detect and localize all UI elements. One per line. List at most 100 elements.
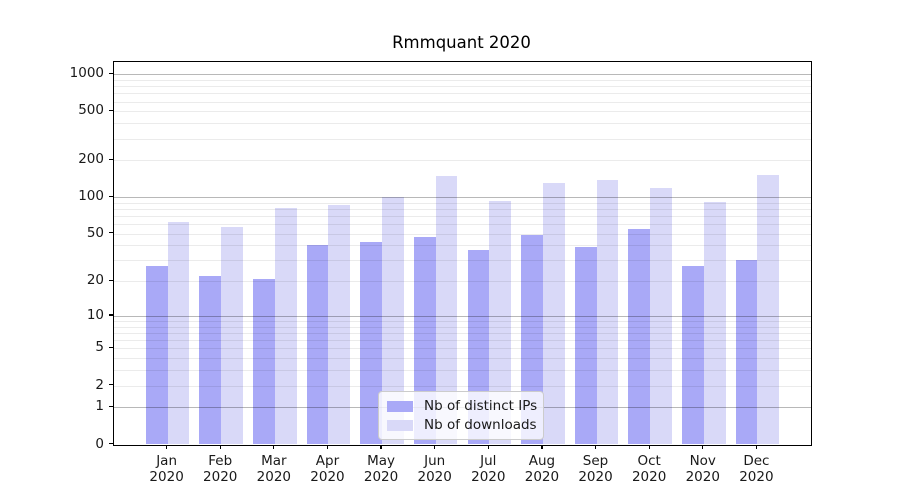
- y-tick-mark-2: [108, 383, 113, 386]
- gridline-minor-500: [114, 111, 811, 113]
- gridline-minor-400: [114, 123, 811, 125]
- x-tick-label-apr: Apr 2020: [310, 452, 345, 486]
- y-tick-mark-50: [108, 232, 113, 234]
- bar-downloads-aug: [542, 183, 565, 445]
- bar-downloads-dec: [757, 174, 780, 445]
- bar-downloads-feb: [221, 226, 244, 445]
- bar-downloads-oct: [650, 188, 672, 445]
- y-tick-label-10: 10: [86, 306, 104, 323]
- gridline-minor-4: [114, 358, 811, 360]
- x-tick-mark-jun: [434, 444, 436, 450]
- legend-label-distinct-ips: Nb of distinct IPs: [424, 398, 538, 414]
- gridline-major-100: [114, 197, 811, 199]
- y-tick-label-200: 200: [78, 151, 104, 168]
- x-tick-mark-aug: [541, 444, 543, 450]
- bar-downloads-jun: [435, 175, 458, 445]
- y-tick-label-1: 1: [95, 398, 104, 415]
- x-tick-label-mar: Mar 2020: [256, 452, 292, 486]
- x-tick-label-feb: Feb 2020: [203, 452, 238, 486]
- chart-title: Rmmquant 2020: [392, 33, 531, 52]
- gridline-minor-2: [114, 385, 811, 387]
- plot-area: Nb of distinct IPs Nb of downloads: [113, 61, 812, 446]
- bar-downloads-sep: [596, 180, 619, 445]
- x-tick-mark-jul: [487, 444, 489, 450]
- bar-distinct-ips-dec: [735, 260, 758, 445]
- x-tick-mark-sep: [594, 444, 597, 450]
- y-tick-label-2: 2: [95, 376, 104, 393]
- gridline-minor-80: [114, 208, 811, 210]
- x-tick-mark-dec: [755, 444, 758, 450]
- gridline-minor-20: [114, 281, 811, 283]
- gridline-major-1000: [114, 74, 811, 76]
- y-tick-mark-1: [108, 405, 113, 407]
- y-tick-label-500: 500: [78, 102, 104, 119]
- bar-downloads-mar: [274, 207, 297, 445]
- gridline-minor-90: [114, 202, 811, 204]
- gridline-minor-50: [114, 233, 811, 235]
- gridline-minor-8: [114, 326, 811, 328]
- legend-label-downloads: Nb of downloads: [424, 417, 537, 433]
- bar-distinct-ips-feb: [199, 276, 222, 445]
- y-tick-label-5: 5: [95, 339, 104, 356]
- y-tick-mark-500: [108, 109, 113, 111]
- bar-downloads-jul: [489, 201, 512, 445]
- y-tick-mark-20: [108, 279, 113, 281]
- gridline-minor-200: [114, 160, 811, 162]
- gridline-minor-600: [114, 101, 811, 103]
- gridline-minor-40: [114, 245, 811, 247]
- y-tick-mark-5: [108, 346, 113, 349]
- x-tick-mark-may: [380, 444, 382, 450]
- gridline-minor-6: [114, 340, 811, 342]
- bar-distinct-ips-may: [360, 241, 383, 445]
- x-tick-label-nov: Nov 2020: [685, 452, 720, 486]
- legend-swatch-distinct-ips: [387, 400, 413, 412]
- x-tick-label-may: May 2020: [363, 452, 399, 486]
- y-tick-label-20: 20: [86, 272, 104, 289]
- gridline-minor-900: [114, 79, 811, 81]
- gridline-minor-9: [114, 321, 811, 323]
- x-tick-mark-jan: [165, 444, 168, 450]
- gridline-minor-60: [114, 224, 811, 226]
- gridline-minor-700: [114, 93, 811, 95]
- x-tick-label-sep: Sep 2020: [578, 452, 613, 486]
- y-tick-mark-10: [108, 314, 113, 316]
- y-tick-label-1000: 1000: [69, 65, 104, 82]
- x-tick-mark-nov: [702, 444, 704, 450]
- x-tick-label-dec: Dec 2020: [739, 452, 774, 486]
- y-tick-mark-0: [108, 442, 113, 445]
- gridline-minor-7: [114, 333, 811, 335]
- bar-distinct-ips-apr: [306, 245, 329, 445]
- y-tick-mark-100: [108, 195, 113, 197]
- x-tick-label-aug: Aug 2020: [524, 452, 560, 486]
- bar-distinct-ips-jan: [145, 265, 168, 445]
- bar-distinct-ips-mar: [253, 278, 275, 445]
- bar-downloads-nov: [703, 201, 726, 445]
- gridline-major-10: [114, 315, 811, 317]
- x-tick-label-oct: Oct 2020: [631, 452, 667, 486]
- y-tick-label-50: 50: [86, 224, 104, 241]
- x-tick-mark-oct: [648, 444, 650, 450]
- bar-distinct-ips-oct: [628, 228, 651, 445]
- legend-item-distinct-ips: Nb of distinct IPs: [387, 398, 537, 414]
- y-tick-label-0: 0: [95, 435, 104, 452]
- x-tick-label-jan: Jan 2020: [149, 452, 184, 486]
- legend-item-downloads: Nb of downloads: [387, 417, 537, 433]
- bar-downloads-apr: [328, 204, 351, 445]
- bar-distinct-ips-nov: [681, 265, 704, 445]
- x-tick-mark-feb: [219, 444, 221, 450]
- x-tick-mark-apr: [326, 444, 329, 450]
- legend: Nb of distinct IPs Nb of downloads: [378, 391, 544, 440]
- legend-swatch-downloads: [387, 419, 413, 431]
- y-tick-mark-200: [108, 158, 113, 160]
- x-tick-label-jul: Jul 2020: [471, 452, 506, 486]
- gridline-minor-5: [114, 348, 811, 350]
- x-tick-mark-mar: [273, 444, 275, 450]
- gridline-minor-30: [114, 260, 811, 262]
- bar-distinct-ips-sep: [574, 246, 597, 445]
- gridline-minor-800: [114, 86, 811, 88]
- gridline-minor-70: [114, 216, 811, 218]
- x-tick-label-jun: Jun 2020: [417, 452, 452, 486]
- bar-downloads-may: [382, 197, 404, 445]
- y-tick-label-100: 100: [78, 188, 104, 205]
